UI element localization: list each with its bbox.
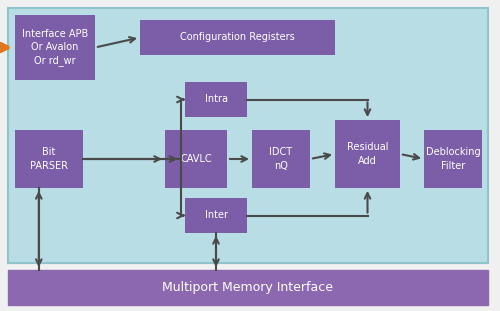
Bar [15, 130, 83, 188]
Bar [8, 270, 488, 305]
Text: Deblocking
Filter: Deblocking Filter [426, 147, 480, 171]
Bar [185, 198, 247, 233]
Bar [15, 15, 95, 80]
Text: CAVLC: CAVLC [180, 154, 212, 164]
Text: Multiport Memory Interface: Multiport Memory Interface [162, 281, 334, 294]
Bar [335, 120, 400, 188]
Text: Configuration Registers: Configuration Registers [180, 33, 295, 43]
Bar [8, 8, 488, 263]
Bar [252, 130, 310, 188]
Text: Inter: Inter [204, 211, 228, 220]
Text: Residual
Add: Residual Add [347, 142, 388, 165]
Bar [140, 20, 335, 55]
Bar [424, 130, 482, 188]
Text: Bit
PARSER: Bit PARSER [30, 147, 68, 171]
Text: Interface APB
Or Avalon
Or rd_wr: Interface APB Or Avalon Or rd_wr [22, 29, 88, 66]
Bar [185, 82, 247, 117]
Bar [165, 130, 227, 188]
Text: IDCT
nQ: IDCT nQ [270, 147, 292, 171]
Text: Intra: Intra [204, 95, 228, 104]
